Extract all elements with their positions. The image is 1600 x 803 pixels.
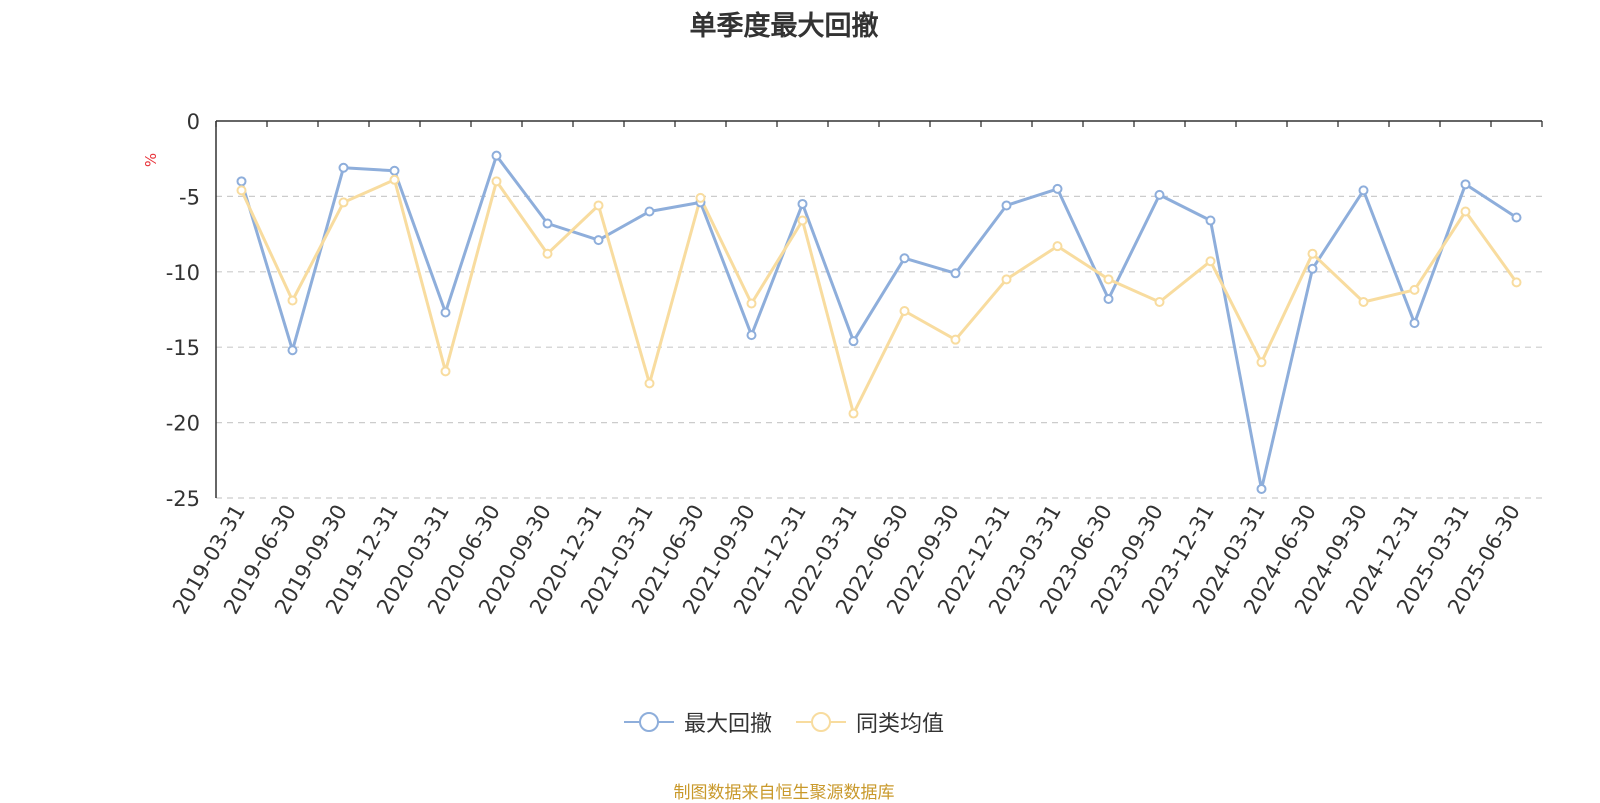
series-2-point [644,378,655,389]
series-1-point [950,268,961,279]
series-2-point [389,174,400,185]
legend-label-series-1: 最大回撤 [683,712,772,737]
series-2-point [1256,357,1267,368]
series-2-point [1409,284,1420,295]
series-1-point [1103,293,1114,304]
legend-marker-series-1 [623,712,674,732]
series-2-point [1511,277,1522,288]
series-2-point [1307,248,1318,259]
y-tick-label: -10 [166,261,200,285]
series-1-point [1256,483,1267,494]
series-1-point [1154,189,1165,200]
axis-layer: 0-5-10-15-20-252019-03-312019-06-302019-… [166,110,1543,618]
series-1-point [746,330,757,341]
series-1-point [440,307,451,318]
series-1-point [848,336,859,347]
legend-marker-series-2 [796,712,846,732]
legend-item-series-1[interactable]: 最大回撤 [623,706,772,738]
chart-title: 单季度最大回撤 [689,11,879,42]
series-2-point [746,298,757,309]
series-1-point [491,150,502,161]
series-2-point [542,248,553,259]
source-note: 制图数据来自恒生聚源数据库 [673,783,895,803]
series-2-point [1001,274,1012,285]
series-1-point [797,198,808,209]
grid-layer [216,195,1542,499]
series-1-point [338,162,349,173]
series-1-point [1052,183,1063,194]
series-1-point [1307,263,1318,274]
series-1-point [1460,179,1471,190]
series-1-point [1409,318,1420,329]
series-2-point [899,306,910,317]
series-1-point [644,206,655,217]
series-2-point [1103,274,1114,285]
legend-label-series-2: 同类均值 [856,712,945,737]
legend-item-series-2[interactable]: 同类均值 [796,706,944,738]
legend: 最大回撤 同类均值 [0,706,1568,738]
series-1-point [593,235,604,246]
series-1-point [236,176,247,187]
series-1-point [1001,200,1012,211]
series-2-point [236,185,247,196]
series-2-point [491,176,502,187]
series-2-point [950,334,961,345]
series-line-1 [240,154,1518,491]
series-1-point [1511,212,1522,223]
series-1-point [389,165,400,176]
series-2-point [338,197,349,208]
series-2-point [1460,206,1471,217]
series-2-point [1358,296,1369,307]
series-2-point [440,366,451,377]
y-axis-unit-label: % [142,153,160,167]
series-1-point [287,345,298,356]
series-2-point [593,200,604,211]
series-layer [236,150,1522,494]
series-2-point [695,192,706,203]
series-2-point [1205,256,1216,267]
series-2-point [797,215,808,226]
y-tick-label: -15 [166,336,200,360]
y-tick-label: 0 [187,110,200,134]
y-tick-label: -5 [179,185,200,209]
y-tick-label: -25 [166,487,200,511]
series-2-point [848,408,859,419]
series-1-point [1358,185,1369,196]
series-line-2 [240,178,1518,416]
series-1-point [899,253,910,264]
series-2-point [287,295,298,306]
series-2-point [1154,296,1165,307]
series-2-point [1052,241,1063,252]
series-1-point [542,218,553,229]
y-tick-label: -20 [166,412,200,436]
series-1-point [1205,215,1216,226]
